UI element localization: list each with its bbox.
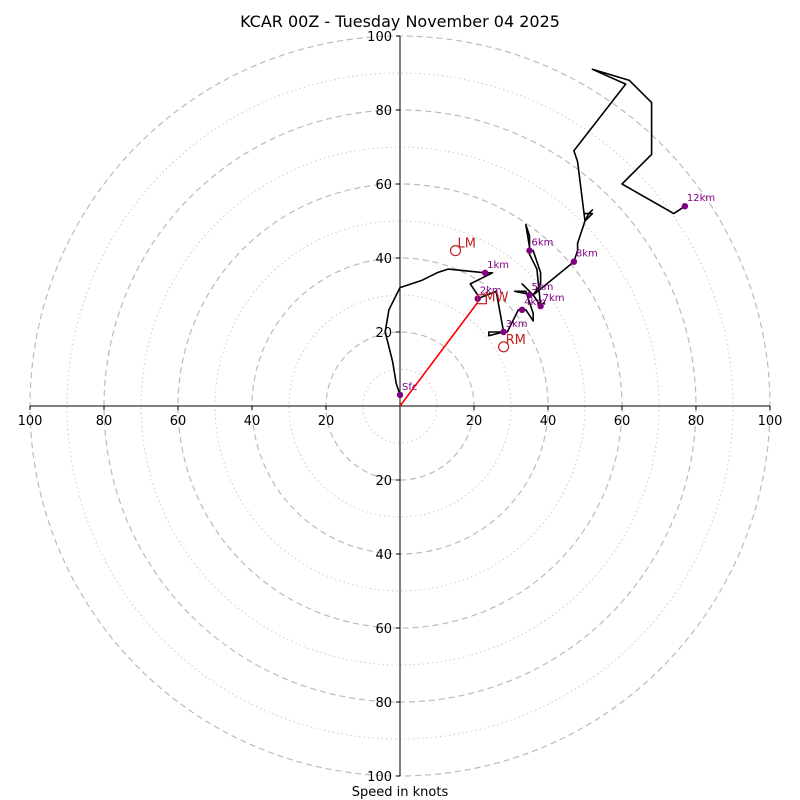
- y-tick-label: 60: [375, 622, 392, 637]
- x-tick-label: 40: [540, 414, 557, 429]
- y-tick-label: 40: [375, 252, 392, 267]
- y-tick-label: 80: [375, 104, 392, 119]
- x-tick-label: 100: [758, 414, 783, 429]
- y-tick-label: 20: [375, 474, 392, 489]
- x-tick-label: 20: [466, 414, 483, 429]
- y-tick-label: 100: [367, 30, 392, 45]
- y-tick-label: 100: [367, 770, 392, 785]
- height-marker-dot: [500, 328, 507, 336]
- x-tick-label: 80: [688, 414, 705, 429]
- shear-layer: [399, 301, 479, 407]
- x-tick-label: 40: [244, 414, 261, 429]
- mean-wind-marker: [476, 294, 487, 305]
- height-marker-label: 1km: [487, 260, 509, 271]
- storm-motion-marker: [449, 245, 462, 257]
- height-marker-dot: [570, 258, 578, 265]
- height-marker-layer: Sfc 1km 2km 3km 4km 5km 6km 7km 8km 12km: [396, 193, 715, 399]
- bulk-shear-vector: [399, 301, 479, 407]
- x-tick-label: 60: [614, 414, 631, 429]
- storm-motion-layer: LM RM MW: [449, 237, 526, 353]
- x-tick-label: 60: [170, 414, 187, 429]
- x-axis-label: Speed in knots: [352, 785, 449, 800]
- height-marker-dot: [396, 391, 404, 399]
- y-tick-label: 60: [375, 178, 392, 193]
- storm-motion-label: RM: [506, 333, 526, 348]
- height-marker-dot: [537, 302, 544, 310]
- height-marker-dot: [526, 291, 533, 299]
- y-tick-label: 20: [375, 326, 392, 341]
- height-marker-label: 3km: [506, 319, 528, 330]
- height-marker-label: 2km: [480, 286, 502, 297]
- height-marker-label: 4km: [524, 297, 546, 308]
- wind-trace-line: [384, 68, 686, 396]
- storm-motion-marker: [498, 341, 510, 353]
- height-marker-label: 5km: [532, 282, 554, 293]
- height-marker-label: 12km: [687, 193, 715, 204]
- y-tick-label: 80: [375, 696, 392, 711]
- y-tick-label: 40: [375, 548, 392, 563]
- height-marker-dot: [481, 269, 489, 276]
- height-marker-dot: [526, 247, 533, 254]
- tick-labels: 100 80 60 40 20 20 40 60 80 100 100 80 60 40 20 20 40 60 8…: [18, 30, 783, 785]
- storm-motion-label: LM: [458, 237, 476, 252]
- height-marker-dot: [681, 203, 689, 210]
- height-marker-dot: [518, 306, 526, 313]
- chart-title: KCAR 00Z - Tuesday November 04 2025: [240, 12, 560, 31]
- height-marker-label: 6km: [532, 238, 554, 249]
- x-tick-label: 20: [318, 414, 335, 429]
- height-marker-label: Sfc: [402, 382, 417, 393]
- x-tick-label: 80: [96, 414, 113, 429]
- height-marker-label: 8km: [576, 249, 598, 260]
- height-marker-label: 7km: [543, 293, 565, 304]
- wind-trace-layer: [384, 68, 686, 396]
- x-tick-label: 100: [18, 414, 43, 429]
- mean-wind-label: MW: [484, 291, 508, 306]
